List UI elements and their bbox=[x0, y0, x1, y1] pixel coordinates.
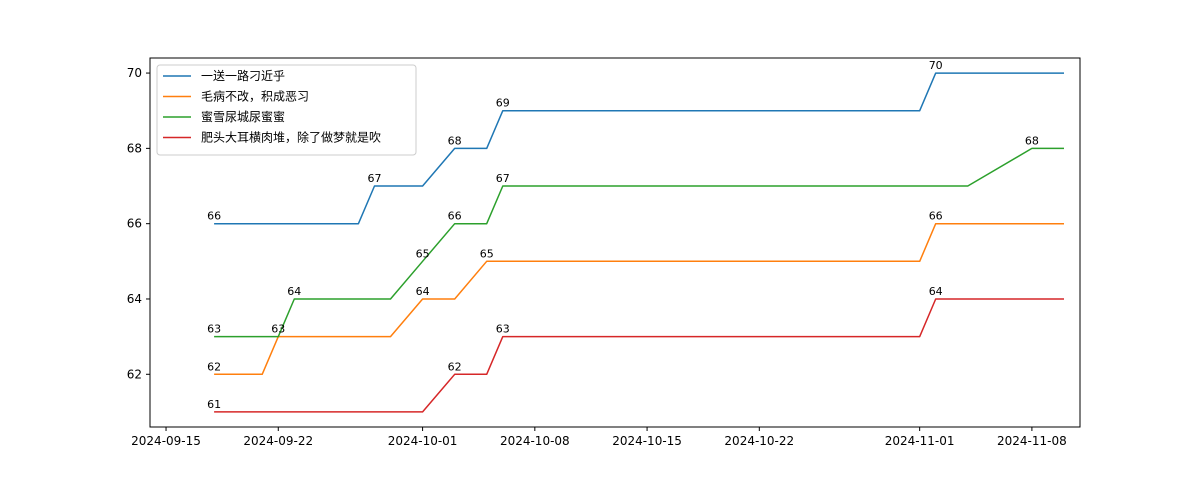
legend-box bbox=[156, 64, 417, 156]
legend-label: 肥头大耳横肉堆，除了做梦就是吹 bbox=[201, 130, 381, 145]
legend-label: 蜜雪尿城尿蜜蜜 bbox=[201, 109, 285, 124]
data-label: 65 bbox=[416, 247, 430, 260]
plot-area-frame bbox=[149, 57, 1081, 428]
series-line-3 bbox=[214, 147, 1064, 338]
legend-label: 一送一路刁近乎 bbox=[201, 68, 285, 83]
data-label: 68 bbox=[1025, 134, 1039, 147]
data-label: 61 bbox=[207, 398, 221, 411]
data-labels-layer: 66 67 68 69 70 62 63 64 65 66 63 64 65 66 67 68 61 62 63 64 bbox=[207, 59, 1039, 411]
data-label: 63 bbox=[271, 323, 285, 336]
series-line-2 bbox=[214, 222, 1064, 376]
data-label: 63 bbox=[496, 323, 510, 336]
x-tick-label: 2024-10-08 bbox=[500, 434, 570, 448]
data-label: 66 bbox=[929, 210, 943, 223]
data-label: 64 bbox=[287, 285, 301, 298]
x-tick-label: 2024-10-22 bbox=[724, 434, 794, 448]
y-tick-label: 68 bbox=[127, 141, 142, 155]
data-label: 63 bbox=[207, 323, 221, 336]
y-tick-label: 70 bbox=[127, 66, 142, 80]
data-label: 65 bbox=[480, 247, 494, 260]
x-tick-label: 2024-09-22 bbox=[243, 434, 313, 448]
data-label: 62 bbox=[207, 360, 221, 373]
data-label: 66 bbox=[207, 210, 221, 223]
y-tick-label: 64 bbox=[127, 292, 142, 306]
data-label: 66 bbox=[448, 210, 462, 223]
series-line-4 bbox=[214, 298, 1064, 413]
series-layer bbox=[214, 72, 1064, 413]
data-label: 68 bbox=[448, 134, 462, 147]
x-tick-label: 2024-10-01 bbox=[388, 434, 458, 448]
x-tick-label: 2024-11-08 bbox=[997, 434, 1067, 448]
data-label: 69 bbox=[496, 97, 510, 110]
x-axis: 2024-09-15 2024-09-22 2024-10-01 2024-10-08… bbox=[131, 427, 1067, 448]
data-label: 62 bbox=[448, 360, 462, 373]
y-axis: 62 64 66 68 70 bbox=[127, 66, 150, 381]
y-tick-label: 66 bbox=[127, 217, 142, 231]
data-label: 67 bbox=[496, 172, 510, 185]
data-label: 64 bbox=[929, 285, 943, 298]
x-tick-label: 2024-10-15 bbox=[612, 434, 682, 448]
data-label: 64 bbox=[416, 285, 430, 298]
legend-label: 毛病不改，积成恶习 bbox=[201, 89, 309, 104]
data-label: 70 bbox=[929, 59, 943, 72]
x-tick-label: 2024-11-01 bbox=[885, 434, 955, 448]
data-label: 67 bbox=[367, 172, 381, 185]
y-tick-label: 62 bbox=[127, 367, 142, 381]
series-line-1 bbox=[214, 72, 1064, 225]
x-tick-label: 2024-09-15 bbox=[131, 434, 201, 448]
